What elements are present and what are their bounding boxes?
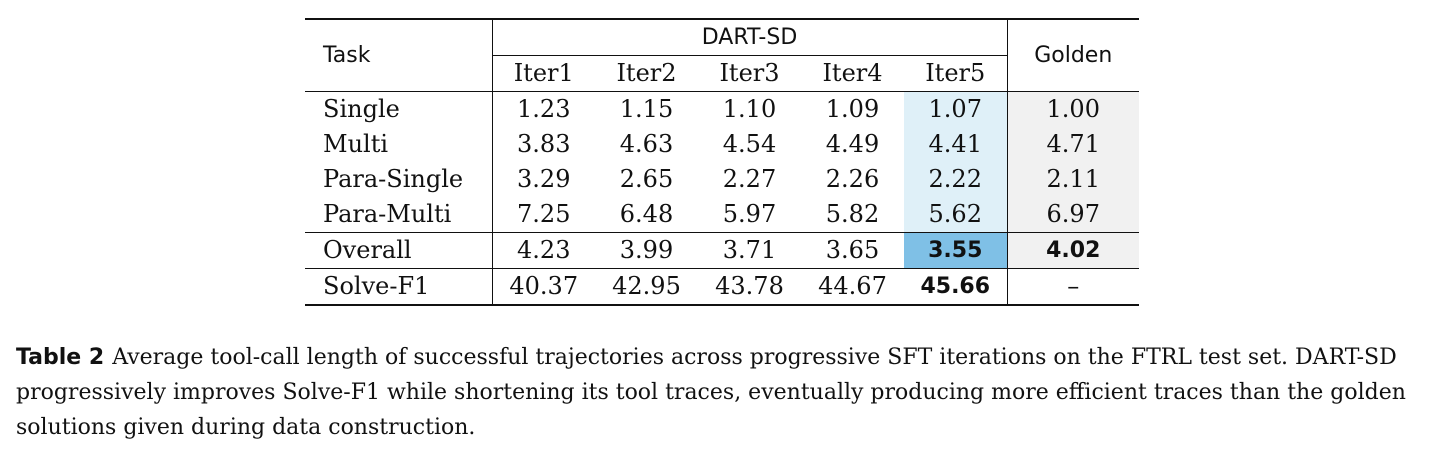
overall-row: Overall 4.23 3.99 3.71 3.65 3.55 4.02 [305,232,1139,269]
iter-header: Iter5 [904,55,1008,92]
solve-f1-row: Solve-F1 40.37 42.95 43.78 44.67 45.66 – [305,268,1139,305]
value-cell: 3.71 [698,232,801,269]
value-cell: 4.23 [492,232,595,269]
task-cell: Multi [305,127,493,162]
value-cell: 5.97 [722,200,777,228]
value-cell: 1.23 [492,91,595,127]
value-cell-iter5: 1.07 [904,91,1008,127]
value-cell: 2.27 [722,165,777,193]
iter-header: Iter2 [616,59,677,87]
best-value-cell: 45.66 [904,268,1008,305]
table-row: Para-Single 3.29 2.65 2.27 2.26 2.22 2.1… [305,162,1139,197]
table-row: Para-Multi 7.25 6.48 5.97 5.82 5.62 6.97 [305,197,1139,233]
value-cell: 1.09 [801,91,904,127]
task-cell: Para-Single [305,162,493,197]
value-cell: 7.25 [517,200,571,228]
value-cell: 42.95 [595,268,698,305]
value-cell: 44.67 [801,268,904,305]
value-cell: 1.15 [595,91,698,127]
table-caption: Table 2 Average tool-call length of succe… [16,340,1436,445]
golden-cell: 4.02 [1007,232,1139,269]
iter-header: Iter4 [822,59,883,87]
results-table: Task DART-SD Golden Iter1 Iter2 Iter3 It… [305,18,1139,306]
value-cell: 2.26 [825,165,880,193]
value-cell: 5.82 [825,200,880,228]
golden-cell: – [1007,268,1139,305]
value-cell-iter5: 2.22 [904,162,1008,197]
header-row-group: Task DART-SD Golden [305,19,1139,92]
dart-sd-header: DART-SD [492,19,1008,56]
task-cell: Overall [305,232,493,269]
best-value-cell: 3.55 [904,232,1008,269]
golden-cell: 4.71 [1007,127,1139,162]
task-header: Task [305,19,493,92]
golden-cell: 1.00 [1007,91,1139,127]
results-table-container: Task DART-SD Golden Iter1 Iter2 Iter3 It… [305,18,1139,306]
value-cell: 3.99 [595,232,698,269]
value-cell: 3.65 [801,232,904,269]
golden-cell: 6.97 [1007,197,1139,233]
table-row: Single 1.23 1.15 1.10 1.09 1.07 1.00 [305,91,1139,127]
golden-cell: 2.11 [1007,162,1139,197]
caption-label: Table 2 [16,345,105,370]
value-cell: 2.65 [619,165,674,193]
caption-text: Average tool-call length of successful t… [16,345,1406,440]
value-cell: 40.37 [492,268,595,305]
value-cell: 1.10 [698,91,801,127]
value-cell: 4.49 [825,130,880,158]
task-cell: Para-Multi [305,197,493,233]
task-cell: Single [305,91,493,127]
iter-header: Iter3 [719,59,780,87]
iter-header: Iter1 [513,59,574,87]
task-cell: Solve-F1 [305,268,493,305]
value-cell: 4.63 [619,130,674,158]
value-cell: 3.29 [517,165,571,193]
value-cell-iter5: 5.62 [904,197,1008,233]
value-cell: 4.54 [722,130,777,158]
value-cell-iter5: 4.41 [904,127,1008,162]
value-cell: 6.48 [619,200,674,228]
header-row-iters: Iter1 Iter2 Iter3 Iter4 Iter5 [305,55,1139,92]
value-cell: 3.83 [517,130,571,158]
table-row: Multi 3.83 4.63 4.54 4.49 4.41 4.71 [305,127,1139,162]
golden-header: Golden [1034,43,1113,68]
value-cell: 43.78 [698,268,801,305]
